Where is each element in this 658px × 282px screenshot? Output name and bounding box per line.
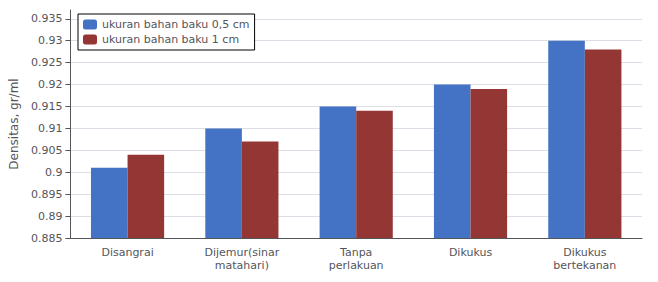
svg-text:Densitas, gr/ml: Densitas, gr/ml	[7, 78, 21, 169]
svg-text:0.92: 0.92	[38, 78, 63, 91]
svg-text:0.9: 0.9	[45, 166, 63, 179]
svg-text:perlakuan: perlakuan	[329, 259, 384, 272]
svg-text:Tanpa: Tanpa	[339, 246, 372, 259]
svg-text:0.925: 0.925	[31, 56, 63, 69]
svg-text:Dikukus: Dikukus	[563, 246, 607, 259]
svg-text:0.915: 0.915	[31, 100, 63, 113]
svg-text:0.895: 0.895	[31, 188, 63, 201]
svg-text:ukuran bahan baku 0,5 cm: ukuran bahan baku 0,5 cm	[102, 18, 250, 31]
svg-text:0.89: 0.89	[38, 210, 63, 223]
svg-text:matahari): matahari)	[215, 259, 269, 272]
svg-text:Dikukus: Dikukus	[449, 246, 493, 259]
svg-text:ukuran bahan baku 1 cm: ukuran bahan baku 1 cm	[102, 33, 239, 46]
svg-text:0.935: 0.935	[31, 12, 63, 25]
svg-text:Disangrai: Disangrai	[101, 246, 153, 259]
svg-text:0.91: 0.91	[38, 122, 63, 135]
svg-text:bertekanan: bertekanan	[553, 259, 616, 272]
svg-text:Dijemur(sinar: Dijemur(sinar	[204, 246, 279, 259]
svg-text:0.885: 0.885	[31, 232, 63, 245]
svg-text:0.905: 0.905	[31, 144, 63, 157]
svg-text:0.93: 0.93	[38, 34, 63, 47]
